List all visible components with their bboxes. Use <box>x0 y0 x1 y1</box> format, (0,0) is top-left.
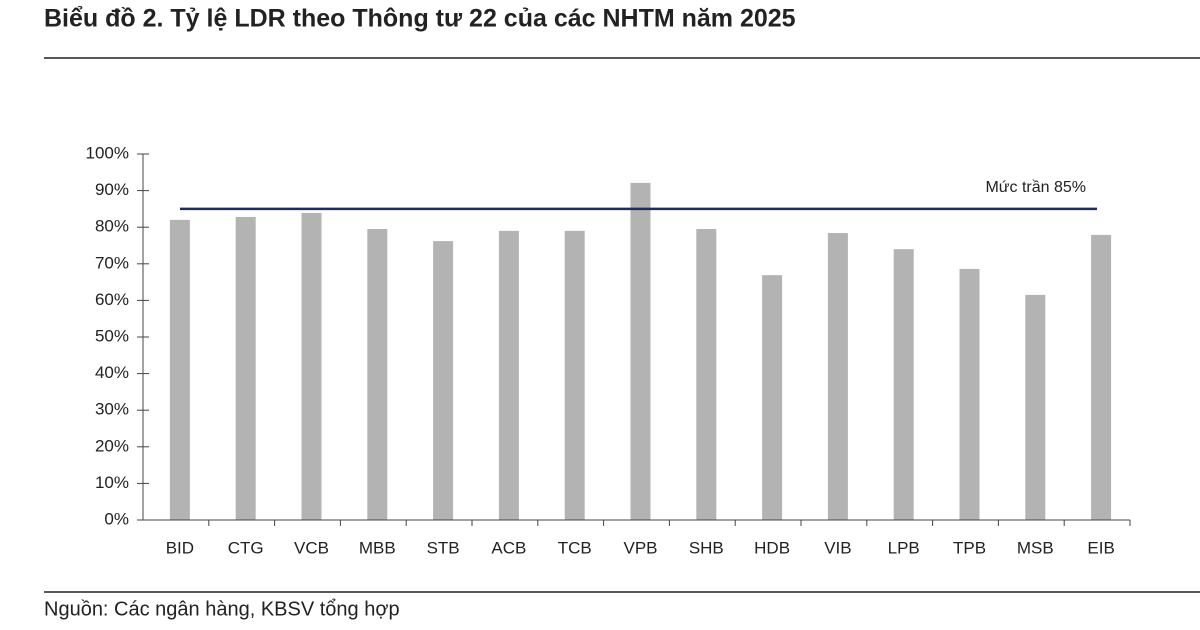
x-tick-label: EIB <box>1087 538 1114 557</box>
bar <box>827 233 848 520</box>
x-tick-label: TPB <box>953 538 986 557</box>
bar <box>169 219 190 520</box>
y-tick-label: 10% <box>95 473 129 492</box>
y-tick-label: 80% <box>95 217 129 236</box>
x-tick-label: CTG <box>228 538 264 557</box>
y-tick-label: 20% <box>95 436 129 455</box>
y-tick-label: 70% <box>95 253 129 272</box>
reference-label: Mức trần 85% <box>985 179 1086 196</box>
bar <box>498 230 519 521</box>
y-tick-label: 50% <box>95 326 129 345</box>
x-tick-label: VCB <box>294 538 329 557</box>
x-tick-label: STB <box>427 538 460 557</box>
bar <box>1025 294 1046 520</box>
y-tick-label: 90% <box>95 180 129 199</box>
x-tick-label: MSB <box>1017 538 1054 557</box>
y-tick-label: 0% <box>104 509 129 528</box>
bar <box>630 182 651 520</box>
x-tick-label: HDB <box>754 538 790 557</box>
bar <box>762 275 783 520</box>
bar <box>1091 234 1112 521</box>
x-tick-label: BID <box>166 538 194 557</box>
y-tick-label: 100% <box>86 143 129 162</box>
x-tick-label: VPB <box>623 538 657 557</box>
source-note: Nguồn: Các ngân hàng, KBSV tổng hợp <box>44 598 400 620</box>
bar <box>367 229 388 520</box>
bar <box>893 249 914 520</box>
x-tick-label: SHB <box>689 538 724 557</box>
x-tick-label: VIB <box>824 538 851 557</box>
bar <box>564 230 585 521</box>
y-tick-label: 60% <box>95 290 129 309</box>
y-tick-label: 30% <box>95 400 129 419</box>
x-tick-label: TCB <box>558 538 592 557</box>
x-tick-label: LPB <box>888 538 920 557</box>
bar <box>696 229 717 520</box>
bar <box>959 268 980 520</box>
x-tick-label: ACB <box>491 538 526 557</box>
bar <box>433 241 454 520</box>
bar <box>235 216 256 520</box>
y-tick-label: 40% <box>95 363 129 382</box>
x-tick-label: MBB <box>359 538 396 557</box>
bar <box>301 212 322 520</box>
chart-title: Biểu đồ 2. Tỷ lệ LDR theo Thông tư 22 củ… <box>44 5 796 33</box>
